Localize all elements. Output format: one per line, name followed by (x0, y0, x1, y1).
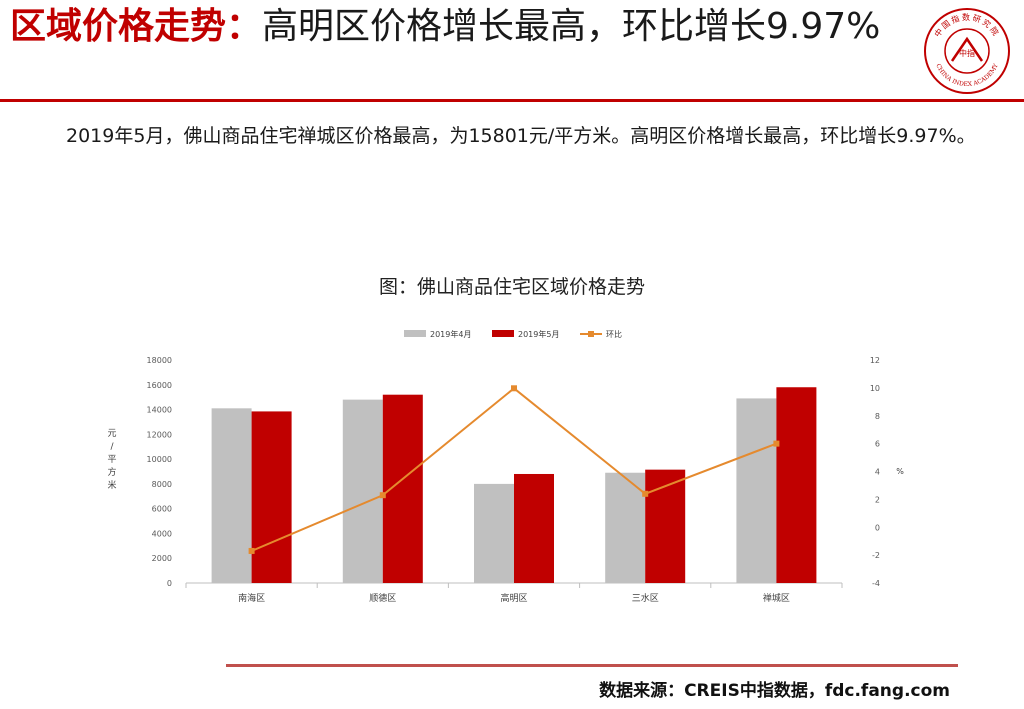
y2-tick-label: 0 (875, 523, 880, 532)
y-tick-label: 6000 (152, 505, 172, 514)
bar (736, 398, 777, 583)
bar (605, 472, 646, 583)
y2-tick-label: 2 (875, 495, 880, 504)
bar (776, 387, 817, 583)
bar (382, 394, 423, 583)
line-point (773, 440, 780, 447)
y-tick-label: 14000 (147, 406, 172, 415)
y-tick-label: 10000 (147, 455, 172, 464)
svg-text:中指: 中指 (959, 48, 975, 58)
bar (514, 473, 554, 583)
y-tick-label: 16000 (147, 381, 172, 390)
y-axis-label: 元/平方米 (107, 429, 116, 491)
china-index-academy-logo: 中国指数研究院 CHINA INDEX ACADEMY 中指 (922, 6, 1012, 96)
legend-label: 2019年5月 (518, 329, 559, 339)
title-rest: 高明区价格增长最高，环比增长9.97% (262, 6, 881, 47)
y-tick-label: 4000 (152, 529, 172, 538)
line-point (642, 490, 649, 497)
y2-tick-label: 6 (875, 440, 880, 449)
y-tick-label: 0 (167, 579, 172, 588)
footer-divider (226, 664, 958, 667)
title-divider (0, 99, 1024, 102)
summary-paragraph: 2019年5月，佛山商品住宅禅城区价格最高，为15801元/平方米。高明区价格增… (66, 125, 976, 147)
y-tick-label: 18000 (147, 356, 172, 365)
y2-tick-label: -2 (872, 551, 880, 560)
legend-label: 2019年4月 (430, 329, 471, 339)
y2-tick-label: 10 (870, 384, 880, 393)
x-tick-label: 顺德区 (369, 592, 396, 604)
y-tick-label: 8000 (152, 480, 172, 489)
page-title: 区域价格走势：高明区价格增长最高，环比增长9.97% (10, 4, 910, 50)
line-point (379, 492, 386, 499)
x-tick-label: 三水区 (632, 592, 659, 604)
bar (211, 408, 252, 583)
y-tick-label: 2000 (152, 554, 172, 563)
y2-tick-label: 4 (875, 468, 880, 477)
legend-swatch (492, 330, 514, 337)
line-point (248, 547, 255, 554)
legend-label: 环比 (606, 329, 622, 339)
x-tick-label: 南海区 (238, 592, 265, 604)
title-main: 区域价格走势： (10, 6, 263, 47)
y2-tick-label: -4 (872, 579, 880, 588)
x-tick-label: 高明区 (500, 592, 527, 604)
bar (251, 411, 292, 583)
x-tick-label: 禅城区 (763, 592, 790, 604)
y2-tick-label: 12 (870, 356, 880, 365)
y-tick-label: 12000 (147, 430, 172, 439)
bar (645, 469, 686, 583)
line-point (511, 385, 517, 392)
bar (474, 483, 514, 583)
y2-axis-label: % (896, 467, 904, 476)
legend-marker (588, 331, 594, 337)
legend-swatch (404, 330, 426, 337)
data-source: 数据来源：CREIS中指数据，fdc.fang.com (599, 681, 950, 701)
chart-title: 图：佛山商品住宅区域价格走势 (378, 276, 645, 298)
bar (342, 399, 383, 583)
y2-tick-label: 8 (875, 412, 880, 421)
